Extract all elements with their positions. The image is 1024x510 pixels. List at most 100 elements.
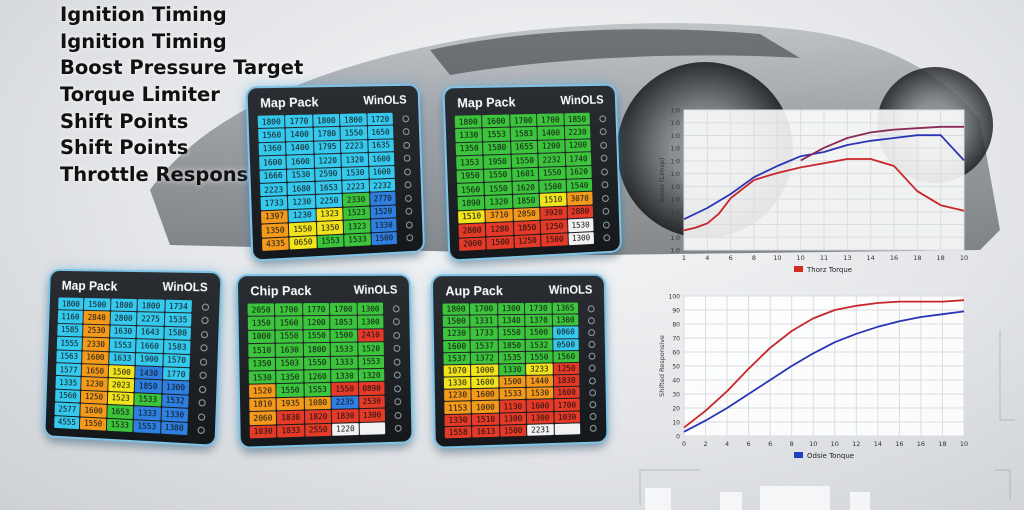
map-cell[interactable]: 1830	[277, 411, 304, 424]
map-cell[interactable]: 1600	[259, 156, 286, 169]
map-cell[interactable]: 1280	[486, 222, 513, 236]
map-cell[interactable]: 1550	[276, 330, 303, 343]
map-cell[interactable]: 1520	[249, 384, 276, 397]
map-cell[interactable]: 1550	[498, 327, 524, 339]
map-cell[interactable]: 1323	[316, 208, 343, 222]
map-cell[interactable]: 1770	[285, 115, 312, 128]
map-cell[interactable]: 1601	[512, 167, 539, 180]
map-cell[interactable]: 1950	[457, 169, 484, 183]
map-cell[interactable]: 1300	[500, 412, 526, 424]
map-cell[interactable]: 1600	[472, 377, 499, 389]
map-cell[interactable]: 1900	[136, 353, 163, 366]
map-cell[interactable]: 1550	[526, 351, 552, 363]
map-cell[interactable]: 1700	[275, 303, 302, 316]
map-cell[interactable]: 1558	[445, 426, 472, 438]
map-cell[interactable]: 1130	[500, 400, 526, 412]
map-cell[interactable]: 3710	[486, 209, 513, 223]
map-cell[interactable]: 1330	[161, 408, 188, 422]
map-cell[interactable]: 1950	[484, 155, 511, 168]
map-cell[interactable]: 1600	[527, 400, 553, 412]
map-cell[interactable]: 2232	[539, 153, 565, 166]
map-cell[interactable]: 1720	[367, 113, 393, 126]
map-cell[interactable]: 1630	[276, 344, 303, 357]
map-cell[interactable]: 1700	[510, 114, 537, 127]
map-cell[interactable]: 1353	[456, 156, 483, 169]
map-cell[interactable]: 2223	[342, 180, 368, 193]
map-cell[interactable]: 1370	[525, 315, 551, 326]
map-cell[interactable]: 1560	[457, 183, 484, 197]
map-cell[interactable]: 2000	[459, 237, 486, 251]
map-cell[interactable]: 1700	[554, 399, 580, 411]
map-cell[interactable]: 3070	[567, 192, 593, 205]
map-cell[interactable]: 1365	[552, 303, 578, 314]
map-cell[interactable]: 1530	[568, 218, 594, 231]
map-cell[interactable]: 1635	[368, 139, 394, 152]
map-cell[interactable]: 1300	[498, 303, 524, 314]
map-cell[interactable]: 1550	[80, 417, 106, 431]
map-cell[interactable]: 1550	[539, 167, 565, 180]
map-cell[interactable]: 1810	[249, 398, 276, 411]
map-cell[interactable]: 1583	[163, 340, 190, 353]
map-cell[interactable]: 1730	[525, 303, 551, 314]
map-cell[interactable]: 1330	[499, 364, 525, 376]
map-cell[interactable]: 1553	[358, 356, 384, 369]
map-cell[interactable]: 1300	[357, 303, 383, 316]
map-cell[interactable]: 1800	[455, 115, 482, 128]
map-cell[interactable]: 1350	[248, 317, 275, 330]
map-cell[interactable]: 1660	[136, 339, 163, 352]
map-cell[interactable]: 1397	[261, 210, 288, 224]
map-cell[interactable]: 0860	[553, 327, 579, 338]
map-cell[interactable]: 1850	[135, 380, 162, 394]
map-cell[interactable]: 1220	[314, 154, 341, 167]
map-pack-panel-1[interactable]: Map Pack WinOLS 1800 1770 1800 1800 1720 1560 1…	[247, 86, 423, 260]
map-cell[interactable]: 1535	[164, 313, 191, 326]
map-pack-panel-3[interactable]: Map Pack WinOLS 1800 1500 1800 1800 1734 1160 2…	[45, 271, 220, 445]
map-cell[interactable]: 1655	[511, 141, 538, 154]
map-cell[interactable]: 1500	[526, 327, 552, 338]
map-cell[interactable]: 1500	[500, 425, 526, 437]
map-cell[interactable]: 2880	[567, 205, 593, 218]
map-cell[interactable]: 1300	[162, 381, 189, 395]
map-cell[interactable]: 1400	[286, 141, 313, 154]
map-cell[interactable]: 0500	[553, 339, 579, 350]
map-cell[interactable]: 1550	[289, 222, 316, 236]
map-cell[interactable]: 1230	[288, 195, 315, 209]
map-cell[interactable]: 1550	[511, 154, 538, 167]
map-cell[interactable]: 2577	[55, 403, 81, 416]
map-cell[interactable]: 1533	[331, 343, 357, 356]
map-cell[interactable]: 1850	[514, 221, 541, 235]
map-cell[interactable]: 2770	[370, 192, 396, 205]
map-cell[interactable]: 1230	[289, 209, 316, 223]
map-cell[interactable]: 1700	[470, 303, 497, 314]
map-cell[interactable]: 2223	[260, 183, 287, 197]
map-cell[interactable]: 1780	[313, 127, 340, 140]
map-cell[interactable]: 1770	[163, 367, 190, 381]
map-cell[interactable]: 1833	[277, 424, 304, 437]
map-cell[interactable]: 1230	[444, 389, 471, 401]
map-cell[interactable]: 1537	[443, 353, 470, 365]
map-cell[interactable]: 1733	[260, 196, 287, 210]
map-cell[interactable]: 1250	[553, 363, 579, 375]
map-cell[interactable]: 1250	[541, 220, 567, 234]
map-cell[interactable]: 1553	[133, 420, 160, 434]
map-cell[interactable]: 3233	[526, 363, 552, 375]
map-cell[interactable]: 2050	[248, 303, 275, 316]
map-cell[interactable]: 1510	[472, 413, 499, 425]
map-cell[interactable]: 1800	[111, 299, 137, 312]
aup-pack-panel[interactable]: Aup Pack WinOLS 1800 1700 1300 1730 1365 1500 1…	[433, 276, 607, 447]
map-cell[interactable]: 1653	[315, 181, 342, 194]
map-cell[interactable]: 1331	[471, 315, 498, 327]
map-cell[interactable]: 1350	[317, 221, 344, 235]
map-cell[interactable]: 1733	[471, 328, 498, 340]
map-cell[interactable]: 2330	[343, 193, 369, 206]
map-cell[interactable]: 2060	[249, 412, 276, 425]
map-cell[interactable]: 1850	[564, 113, 590, 126]
map-cell[interactable]: 1320	[485, 195, 512, 209]
map-cell[interactable]: 3920	[540, 206, 566, 219]
map-cell[interactable]: 1510	[248, 344, 275, 357]
map-cell[interactable]: 1372	[471, 352, 498, 364]
map-cell[interactable]: 1230	[443, 328, 470, 340]
map-cell[interactable]: 1550	[303, 330, 329, 343]
map-cell[interactable]: 1200	[538, 140, 564, 153]
map-cell[interactable]: 1030	[250, 425, 277, 438]
